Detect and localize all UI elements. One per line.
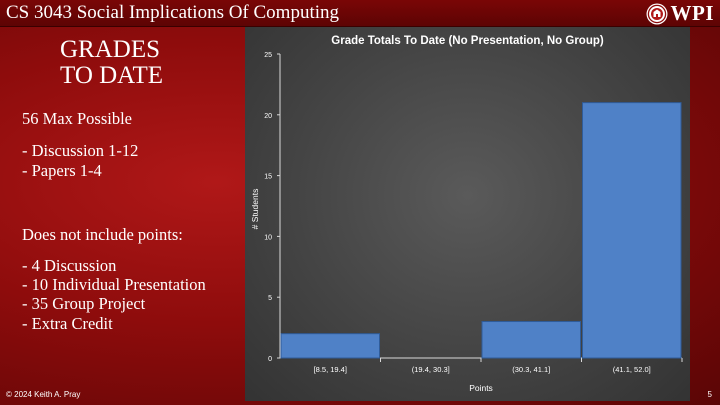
excluded-item: - 10 Individual Presentation — [22, 275, 206, 294]
included-item: - Discussion 1-12 — [22, 141, 139, 160]
x-tick-label: (41.1, 52.0] — [613, 365, 651, 374]
histogram-bar — [582, 102, 682, 359]
histogram-bar — [481, 321, 581, 359]
x-tick-label: (19.4, 30.3] — [412, 365, 450, 374]
included-item: - Papers 1-4 — [22, 161, 102, 180]
heading-line-1: GRADES — [60, 36, 161, 63]
excluded-item: - 35 Group Project — [22, 294, 146, 313]
y-tick-label: 20 — [264, 113, 272, 120]
logo-text: WPI — [670, 1, 714, 25]
excludes-heading: Does not include points: — [22, 225, 183, 244]
histogram-bar — [280, 333, 380, 359]
chart-title: Grade Totals To Date (No Presentation, N… — [331, 35, 604, 47]
heading-line-2: TO DATE — [60, 62, 164, 89]
x-tick-label: (30.3, 41.1] — [512, 365, 550, 374]
y-tick-label: 0 — [268, 356, 272, 363]
max-possible-text: 56 Max Possible — [22, 109, 133, 128]
x-tick-label: [8.5, 19.4] — [314, 365, 347, 374]
slide-heading: GRADES TO DATE — [60, 37, 210, 89]
course-title: CS 3043 Social Implications Of Computing — [6, 2, 340, 23]
copyright-text: © 2024 Keith A. Pray — [6, 390, 81, 399]
wpi-seal-icon — [646, 3, 667, 24]
y-tick-label: 25 — [264, 52, 272, 59]
wpi-logo: WPI — [646, 1, 715, 25]
y-tick-label: 15 — [264, 174, 272, 181]
y-tick-label: 10 — [264, 234, 272, 241]
y-axis-label: # Students — [250, 189, 260, 230]
slide-header: CS 3043 Social Implications Of Computing… — [0, 0, 720, 27]
page-number: 5 — [707, 390, 712, 399]
excluded-item: - 4 Discussion — [22, 256, 117, 275]
grade-histogram-chart: Grade Totals To Date (No Presentation, N… — [245, 27, 690, 401]
x-axis-label: Points — [469, 383, 493, 393]
excluded-item: - Extra Credit — [22, 314, 113, 333]
chart-canvas: Grade Totals To Date (No Presentation, N… — [250, 35, 683, 393]
y-tick-label: 5 — [268, 295, 272, 302]
